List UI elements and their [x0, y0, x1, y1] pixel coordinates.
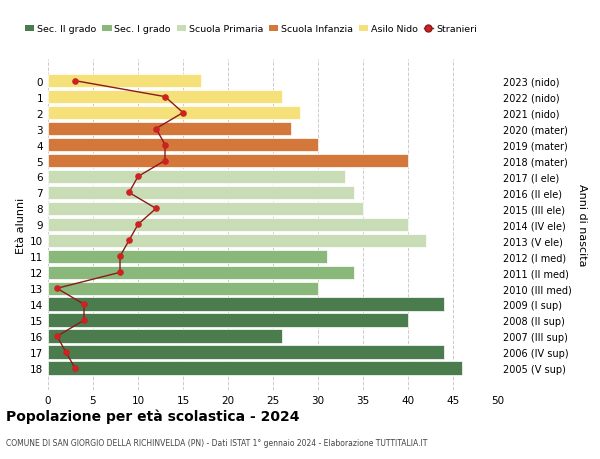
Bar	[48, 234, 426, 247]
Point	[70, 78, 80, 85]
Y-axis label: Anni di nascita: Anni di nascita	[577, 184, 587, 266]
Bar	[48, 123, 291, 136]
Point	[160, 94, 170, 101]
Bar	[48, 186, 354, 200]
Y-axis label: Età alunni: Età alunni	[16, 197, 26, 253]
Point	[133, 221, 143, 229]
Point	[70, 365, 80, 372]
Point	[151, 205, 161, 213]
Point	[133, 174, 143, 181]
Point	[160, 157, 170, 165]
Point	[79, 301, 89, 308]
Point	[52, 285, 62, 292]
Bar	[48, 202, 363, 216]
Point	[124, 237, 134, 245]
Point	[79, 317, 89, 324]
Bar	[48, 106, 300, 120]
Point	[151, 126, 161, 133]
Bar	[48, 170, 345, 184]
Point	[115, 269, 125, 276]
Bar	[48, 250, 327, 263]
Point	[178, 110, 188, 117]
Bar	[48, 75, 201, 88]
Bar	[48, 90, 282, 104]
Bar	[48, 154, 408, 168]
Point	[115, 253, 125, 260]
Point	[160, 141, 170, 149]
Point	[124, 190, 134, 197]
Bar	[48, 266, 354, 280]
Bar	[48, 346, 444, 359]
Text: COMUNE DI SAN GIORGIO DELLA RICHINVELDA (PN) - Dati ISTAT 1° gennaio 2024 - Elab: COMUNE DI SAN GIORGIO DELLA RICHINVELDA …	[6, 438, 427, 447]
Text: Popolazione per età scolastica - 2024: Popolazione per età scolastica - 2024	[6, 409, 299, 423]
Bar	[48, 330, 282, 343]
Bar	[48, 139, 318, 152]
Bar	[48, 362, 462, 375]
Bar	[48, 282, 318, 296]
Legend: Sec. II grado, Sec. I grado, Scuola Primaria, Scuola Infanzia, Asilo Nido, Stran: Sec. II grado, Sec. I grado, Scuola Prim…	[21, 22, 481, 38]
Bar	[48, 218, 408, 232]
Point	[61, 349, 71, 356]
Bar	[48, 314, 408, 327]
Point	[52, 333, 62, 340]
Bar	[48, 298, 444, 311]
